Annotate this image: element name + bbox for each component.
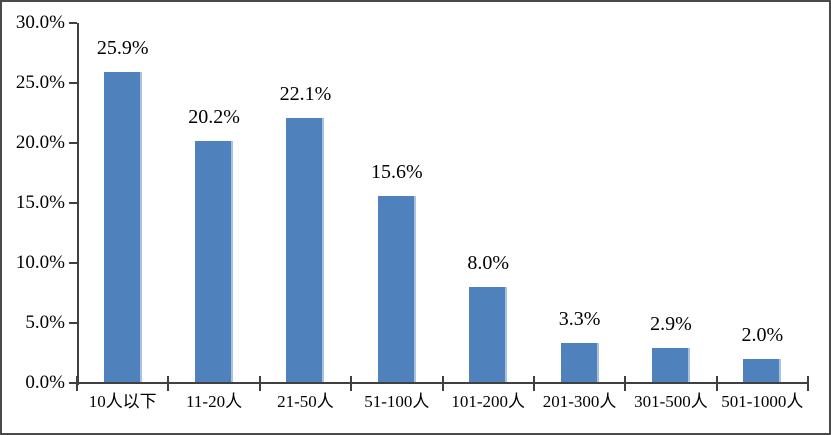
bar-value-label: 3.3% bbox=[558, 308, 601, 331]
x-category-label: 201-300人 bbox=[542, 392, 617, 411]
y-axis-tick-label: 0.0% bbox=[25, 372, 65, 393]
y-axis-tick bbox=[69, 142, 77, 144]
y-axis-tick bbox=[69, 202, 77, 204]
y-axis-tick-label: 5.0% bbox=[25, 312, 65, 333]
bar bbox=[286, 117, 325, 384]
y-axis-tick bbox=[69, 382, 77, 384]
x-category-label: 101-200人 bbox=[451, 392, 526, 411]
bar bbox=[743, 359, 782, 384]
y-axis-tick bbox=[69, 82, 77, 84]
x-axis-tick bbox=[441, 376, 444, 391]
y-axis-tick-label: 30.0% bbox=[15, 12, 65, 33]
y-axis-tick bbox=[69, 22, 77, 24]
y-axis-tick-label: 15.0% bbox=[15, 192, 65, 213]
x-axis-tick bbox=[258, 376, 261, 391]
x-category-label: 21-50人 bbox=[277, 392, 334, 411]
bar-value-label: 2.0% bbox=[741, 324, 784, 346]
bar bbox=[469, 287, 508, 384]
bar bbox=[560, 343, 599, 384]
x-category-label: 51-100人 bbox=[364, 392, 430, 411]
x-axis-tick bbox=[624, 376, 627, 391]
bar-value-label: 15.6% bbox=[370, 160, 423, 183]
y-axis-tick-label: 20.0% bbox=[15, 132, 65, 153]
y-axis-tick bbox=[69, 322, 77, 324]
bar bbox=[377, 195, 416, 384]
bar bbox=[651, 348, 690, 384]
y-axis-line bbox=[77, 23, 79, 385]
bar bbox=[195, 140, 234, 384]
x-axis-tick bbox=[532, 376, 535, 391]
y-axis-tick-label: 10.0% bbox=[15, 252, 65, 273]
x-category-label: 11-20人 bbox=[186, 392, 243, 411]
x-axis-tick bbox=[76, 376, 78, 391]
bar-value-label: 20.2% bbox=[188, 105, 240, 128]
x-category-label: 501-1000人 bbox=[721, 392, 804, 411]
x-axis-tick bbox=[715, 376, 718, 391]
bar-value-label: 2.9% bbox=[650, 313, 692, 336]
bar-value-label: 25.9% bbox=[96, 37, 149, 60]
x-category-label: 10人以下 bbox=[88, 392, 157, 411]
y-axis-tick bbox=[69, 262, 77, 264]
x-axis-tick bbox=[807, 376, 809, 391]
x-category-label: 301-500人 bbox=[634, 392, 708, 411]
bar-value-label: 22.1% bbox=[279, 82, 332, 105]
bar-value-label: 8.0% bbox=[467, 252, 510, 274]
x-axis-tick bbox=[350, 376, 353, 391]
bar bbox=[103, 72, 142, 384]
y-axis-tick-label: 25.0% bbox=[15, 72, 65, 93]
x-axis-tick bbox=[167, 376, 170, 391]
